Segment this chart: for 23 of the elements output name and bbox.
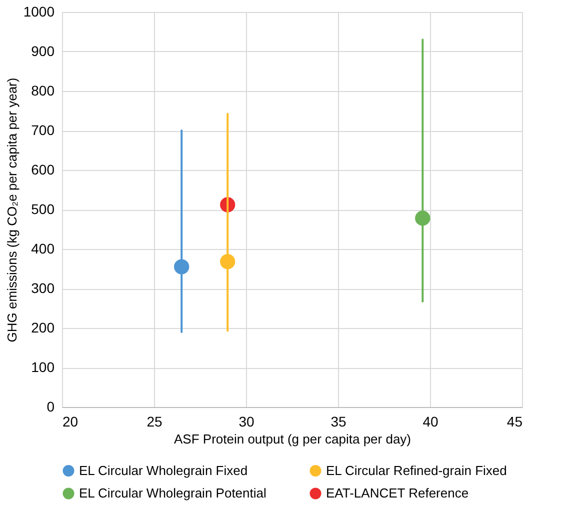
y-tick-label: 100	[31, 359, 55, 375]
y-tick-label: 200	[31, 320, 55, 336]
x-tick-label: 45	[506, 414, 523, 430]
x-tick-label: 40	[422, 414, 438, 430]
y-tick-label: 300	[31, 280, 55, 296]
legend-label: EL Circular Wholegrain Potential	[79, 486, 266, 500]
y-tick-label: 900	[31, 43, 55, 59]
legend-label: EL Circular Wholegrain Fixed	[79, 462, 248, 478]
x-tick-label: 25	[146, 414, 162, 430]
y-tick-label: 1000	[23, 4, 55, 20]
y-axis-title: GHG emissions (kg CO₂e per capita per year)	[4, 78, 20, 342]
y-tick-label: 400	[31, 240, 55, 256]
y-tick-label: 800	[31, 82, 55, 98]
x-tick-label: 20	[62, 414, 78, 430]
x-tick-label: 35	[330, 414, 346, 430]
legend-label: EL Circular Refined-grain Fixed	[326, 462, 507, 478]
y-tick-label: 600	[31, 162, 55, 178]
legend-label: EAT-LANCET Reference	[326, 486, 469, 500]
y-tick-label: 0	[46, 398, 55, 414]
x-axis-title: ASF Protein output (g per capita per day)	[174, 432, 412, 446]
y-tick-label: 500	[31, 201, 55, 217]
x-tick-label: 30	[238, 414, 254, 430]
y-tick-label: 700	[31, 122, 55, 138]
